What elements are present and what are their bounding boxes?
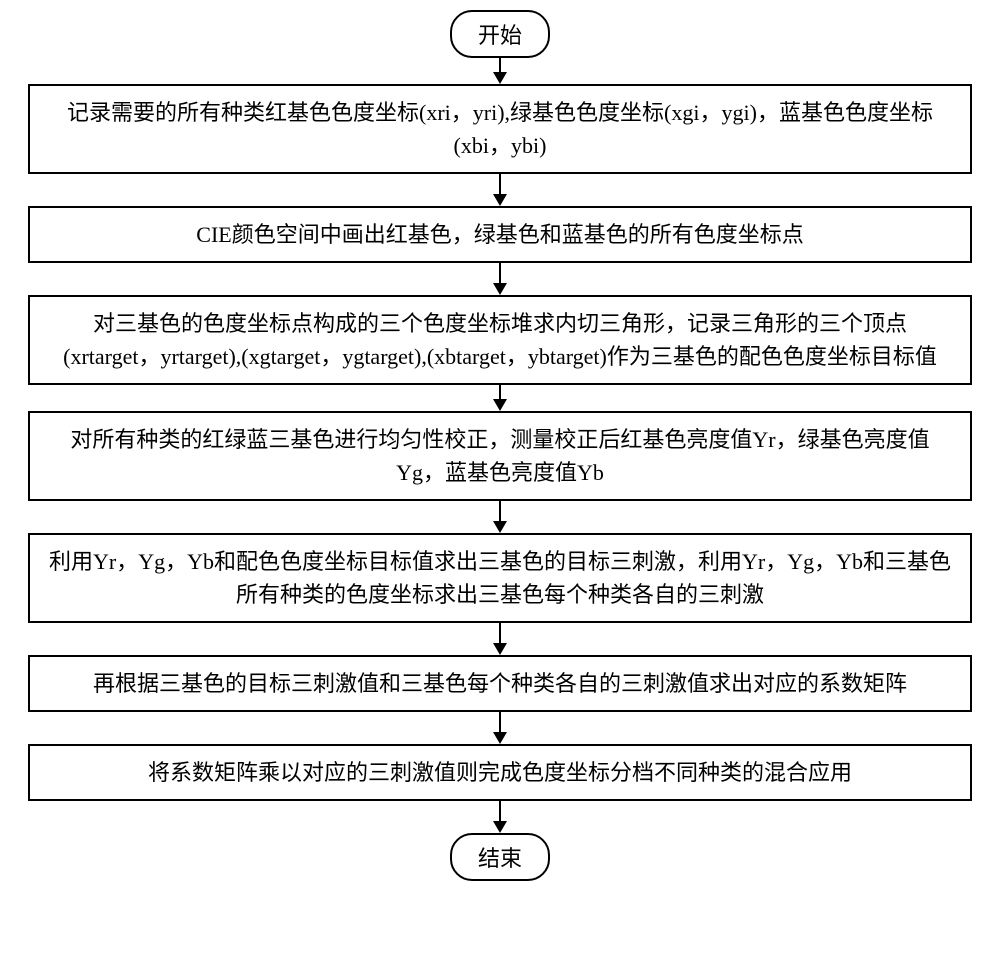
arrow-connector	[493, 623, 507, 655]
arrow-connector	[493, 174, 507, 206]
process-step-4: 对所有种类的红绿蓝三基色进行均匀性校正，测量校正后红基色亮度值Yr，绿基色亮度值…	[28, 411, 972, 501]
process-step-1: 记录需要的所有种类红基色色度坐标(xri，yri),绿基色色度坐标(xgi，yg…	[28, 84, 972, 174]
process-step-5: 利用Yr，Yg，Yb和配色色度坐标目标值求出三基色的目标三刺激，利用Yr，Yg，…	[28, 533, 972, 623]
process-step-7: 将系数矩阵乘以对应的三刺激值则完成色度坐标分档不同种类的混合应用	[28, 744, 972, 801]
arrow-connector	[493, 712, 507, 744]
arrow-connector	[493, 801, 507, 833]
arrow-connector	[493, 385, 507, 411]
start-node: 开始	[450, 10, 550, 58]
process-step-3: 对三基色的色度坐标点构成的三个色度坐标堆求内切三角形，记录三角形的三个顶点(xr…	[28, 295, 972, 385]
process-step-2: CIE颜色空间中画出红基色，绿基色和蓝基色的所有色度坐标点	[28, 206, 972, 263]
arrow-connector	[493, 58, 507, 84]
arrow-connector	[493, 501, 507, 533]
arrow-connector	[493, 263, 507, 295]
flowchart-container: 开始 记录需要的所有种类红基色色度坐标(xri，yri),绿基色色度坐标(xgi…	[0, 10, 1000, 881]
process-step-6: 再根据三基色的目标三刺激值和三基色每个种类各自的三刺激值求出对应的系数矩阵	[28, 655, 972, 712]
end-node: 结束	[450, 833, 550, 881]
